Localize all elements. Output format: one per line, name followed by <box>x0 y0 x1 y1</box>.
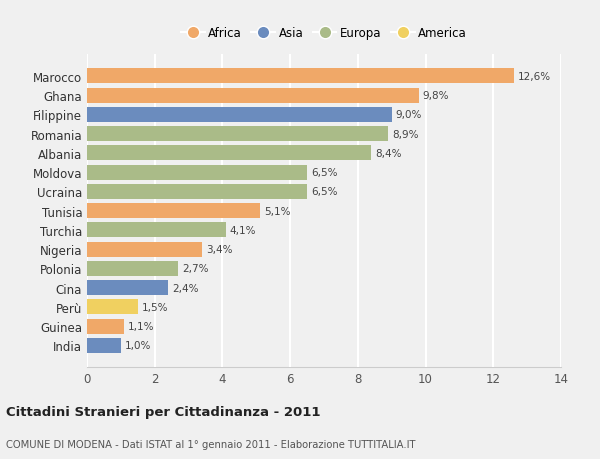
Text: 2,4%: 2,4% <box>172 283 199 293</box>
Bar <box>87 146 371 161</box>
Bar <box>87 261 178 276</box>
Bar <box>87 223 226 238</box>
Bar <box>87 69 514 84</box>
Bar <box>87 108 392 123</box>
Bar <box>87 338 121 353</box>
Bar <box>87 280 168 296</box>
Text: 12,6%: 12,6% <box>518 72 551 82</box>
Text: 5,1%: 5,1% <box>264 206 290 216</box>
Text: COMUNE DI MODENA - Dati ISTAT al 1° gennaio 2011 - Elaborazione TUTTITALIA.IT: COMUNE DI MODENA - Dati ISTAT al 1° genn… <box>6 440 415 449</box>
Text: 4,1%: 4,1% <box>230 225 256 235</box>
Text: 1,1%: 1,1% <box>128 321 155 331</box>
Text: Cittadini Stranieri per Cittadinanza - 2011: Cittadini Stranieri per Cittadinanza - 2… <box>6 405 320 419</box>
Legend: Africa, Asia, Europa, America: Africa, Asia, Europa, America <box>178 23 470 44</box>
Text: 9,8%: 9,8% <box>423 91 449 101</box>
Bar <box>87 300 138 314</box>
Text: 8,4%: 8,4% <box>376 149 402 158</box>
Bar <box>87 319 124 334</box>
Text: 1,5%: 1,5% <box>142 302 169 312</box>
Text: 9,0%: 9,0% <box>396 110 422 120</box>
Bar <box>87 127 388 142</box>
Bar <box>87 204 260 218</box>
Bar <box>87 185 307 199</box>
Bar <box>87 242 202 257</box>
Text: 1,0%: 1,0% <box>125 341 151 351</box>
Text: 2,7%: 2,7% <box>182 264 209 274</box>
Bar <box>87 89 419 103</box>
Text: 8,9%: 8,9% <box>392 129 419 140</box>
Text: 6,5%: 6,5% <box>311 187 338 197</box>
Bar <box>87 165 307 180</box>
Text: 6,5%: 6,5% <box>311 168 338 178</box>
Text: 3,4%: 3,4% <box>206 245 233 255</box>
